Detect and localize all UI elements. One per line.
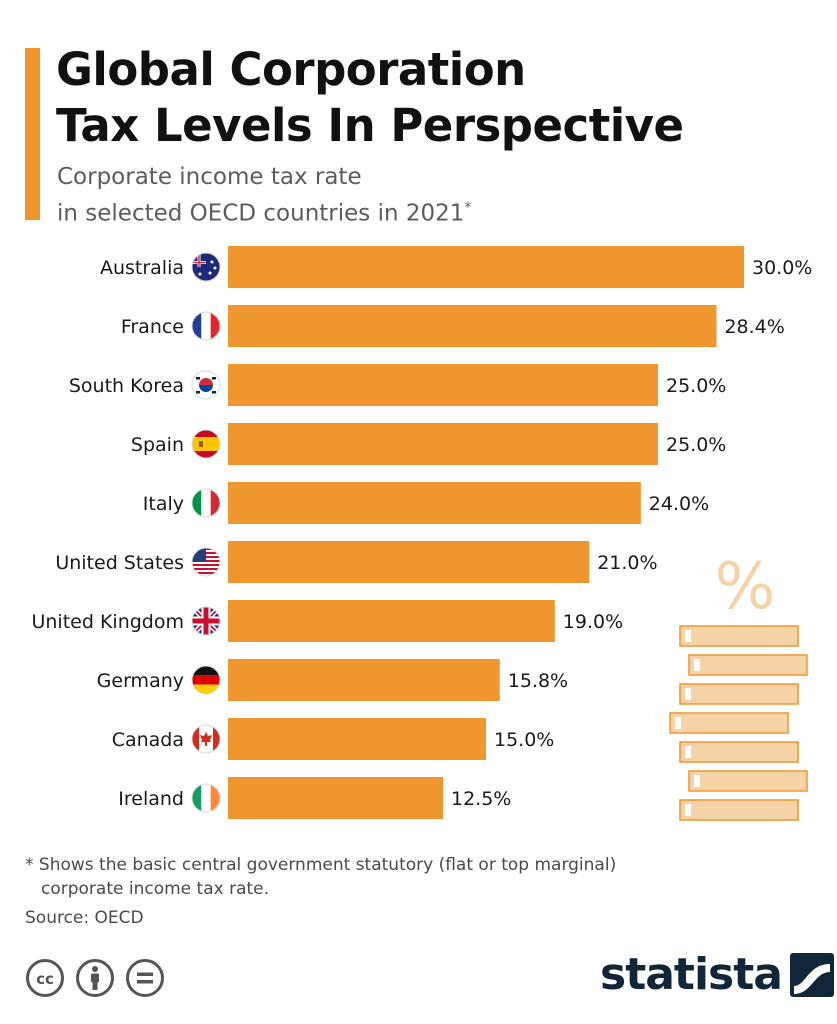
- coin-highlight: [675, 717, 681, 729]
- category-label: United States: [55, 552, 184, 574]
- title-accent-bar: [25, 48, 40, 220]
- subtitle-line-2: in selected OECD countries in 2021*: [57, 193, 471, 230]
- coin-stack-item: [688, 770, 808, 792]
- bar: [228, 718, 486, 760]
- attribution-icon[interactable]: [75, 958, 115, 998]
- flag-australia-icon: [191, 252, 221, 282]
- category-label: Australia: [100, 257, 184, 279]
- coin-highlight: [694, 659, 700, 671]
- value-label: 28.4%: [724, 316, 784, 338]
- brand-name: statista: [600, 949, 783, 1000]
- license-icons: cc: [25, 958, 165, 998]
- value-label: 21.0%: [597, 552, 657, 574]
- coin-stack-item: [679, 683, 799, 705]
- coin-stack-item: [669, 712, 789, 734]
- no-derivatives-icon[interactable]: [125, 958, 165, 998]
- percent-decoration: %: [669, 550, 808, 821]
- footnote: * Shows the basic central government sta…: [25, 853, 616, 901]
- value-label: 15.8%: [508, 670, 568, 692]
- bar: [228, 423, 658, 465]
- flag-canada-icon: [191, 724, 221, 754]
- coin-highlight: [685, 688, 691, 700]
- category-label: Spain: [131, 434, 184, 456]
- bar: [228, 541, 590, 583]
- coin-highlight: [685, 746, 691, 758]
- flag-spain-icon: [191, 429, 221, 459]
- flag-united-states-icon: [191, 547, 221, 577]
- bar: [228, 364, 658, 406]
- value-label: 25.0%: [666, 375, 726, 397]
- category-label: Canada: [112, 729, 184, 751]
- title-line-2: Tax Levels In Perspective: [56, 99, 684, 152]
- coin-stack-item: [679, 799, 799, 821]
- category-label: France: [121, 316, 184, 338]
- flag-france-icon: [191, 311, 221, 341]
- coin-stack-item: [679, 741, 799, 763]
- percent-symbol: %: [715, 550, 776, 624]
- svg-text:cc: cc: [36, 970, 54, 988]
- bar: [228, 246, 744, 288]
- bar: [228, 659, 500, 701]
- bar-chart: % Australia 30.0% France 28.4% South Korea 25.…: [31, 246, 812, 821]
- flag-south-korea-icon: [191, 370, 221, 400]
- bar: [228, 600, 555, 642]
- coin-highlight: [685, 630, 691, 642]
- title-line-1: Global Corporation: [56, 43, 526, 96]
- coin-highlight: [694, 775, 700, 787]
- source-note: Source: OECD: [25, 908, 144, 928]
- cc-icon[interactable]: cc: [25, 958, 65, 998]
- bar: [228, 777, 443, 819]
- flag-ireland-icon: [191, 783, 221, 813]
- value-label: 15.0%: [494, 729, 554, 751]
- value-label: 24.0%: [649, 493, 709, 515]
- category-label: South Korea: [69, 375, 184, 397]
- value-label: 25.0%: [666, 434, 726, 456]
- footnote-line-1: * Shows the basic central government sta…: [25, 855, 617, 875]
- chart-subtitle: Corporate income tax rate in selected OE…: [57, 162, 471, 230]
- subtitle-line-1: Corporate income tax rate: [57, 164, 362, 190]
- value-label: 30.0%: [752, 257, 812, 279]
- bar: [228, 305, 717, 347]
- value-label: 19.0%: [563, 611, 623, 633]
- subtitle-line-2-text: in selected OECD countries in 2021: [57, 200, 465, 227]
- category-label: Germany: [97, 670, 184, 692]
- chart-title: Global Corporation Tax Levels In Perspec…: [56, 42, 684, 154]
- bar: [228, 482, 641, 524]
- category-label: United Kingdom: [31, 611, 184, 633]
- category-label: Ireland: [118, 788, 184, 810]
- flag-germany-icon: [191, 665, 221, 695]
- coin-highlight: [685, 804, 691, 816]
- coin-stack-item: [679, 625, 799, 647]
- footnote-line-2: corporate income tax rate.: [41, 879, 270, 899]
- subtitle-asterisk: *: [464, 200, 472, 216]
- flag-united-kingdom-icon: [191, 606, 221, 636]
- flag-italy-icon: [191, 488, 221, 518]
- value-label: 12.5%: [451, 788, 511, 810]
- coin-stack-item: [688, 654, 808, 676]
- statista-mark-icon: [789, 953, 834, 997]
- statista-logo[interactable]: statista: [600, 950, 834, 1000]
- category-label: Italy: [143, 493, 184, 515]
